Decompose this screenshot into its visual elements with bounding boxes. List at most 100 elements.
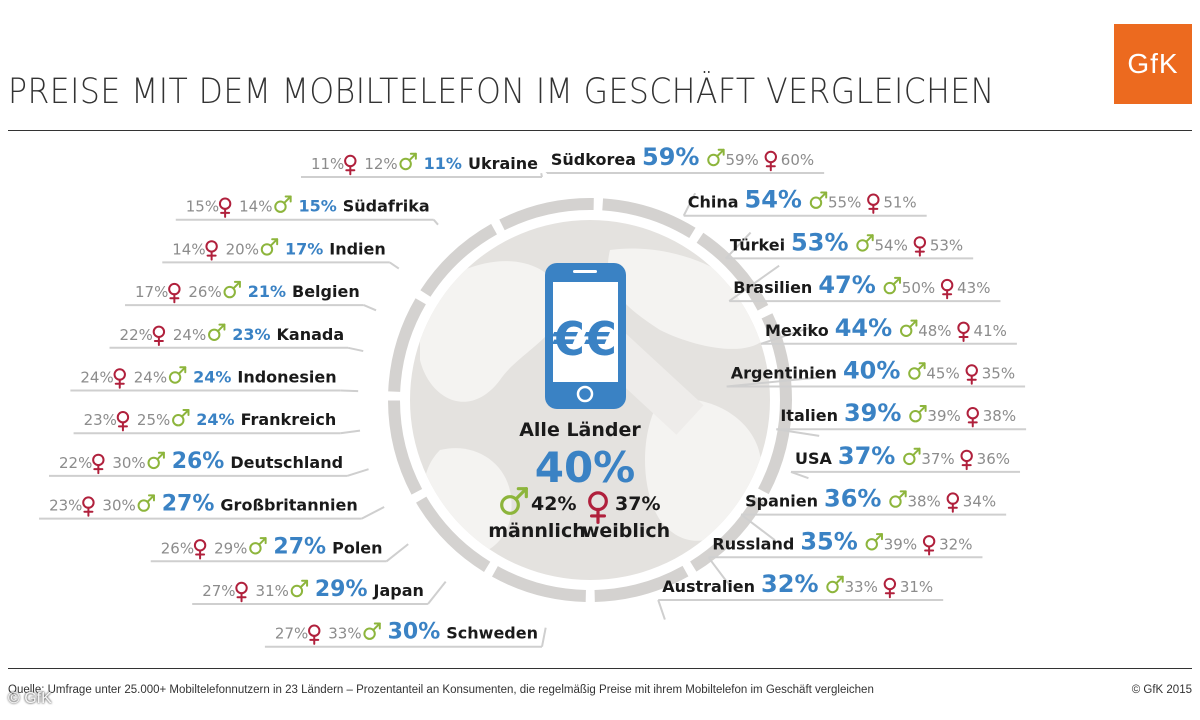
left-row-frankreich: Frankreich 24% 25% 23% xyxy=(84,409,337,432)
row-leader xyxy=(776,428,820,437)
euro-symbols: €€ xyxy=(552,312,617,366)
row-leader xyxy=(790,470,809,480)
male-symbol-icon xyxy=(363,622,381,640)
total-value: 54% xyxy=(745,186,802,214)
female-symbol-icon xyxy=(205,240,218,261)
male-symbol-icon xyxy=(826,575,844,594)
male-value: 20% xyxy=(226,240,259,258)
row-leader xyxy=(340,389,359,393)
country-name: Frankreich xyxy=(241,410,337,429)
row-leader xyxy=(389,261,400,270)
phone-speaker xyxy=(573,270,597,273)
total-value: 37% xyxy=(838,442,895,470)
row-leader xyxy=(432,219,439,226)
male-symbol-icon xyxy=(274,195,292,213)
country-name: Italien xyxy=(780,406,838,425)
country-name: Kanada xyxy=(277,325,345,344)
country-name: Brasilien xyxy=(733,278,812,297)
row-leader xyxy=(361,506,385,520)
country-name: Schweden xyxy=(446,624,538,643)
total-value: 24% xyxy=(196,410,234,429)
row-leader xyxy=(347,346,364,353)
continent-shape xyxy=(645,398,762,541)
male-symbol-icon xyxy=(865,533,883,551)
female-value: 38% xyxy=(983,407,1016,425)
left-row-indonesien: Indonesien 24% 24% 24% xyxy=(80,366,337,389)
total-value: 17% xyxy=(285,239,323,258)
total-value: 47% xyxy=(818,271,875,299)
left-row-schweden: Schweden 30% 33% 27% xyxy=(275,620,538,645)
male-symbol-icon xyxy=(883,276,901,295)
male-value: 24% xyxy=(134,369,167,387)
female-value: 53% xyxy=(930,236,963,254)
female-value: 35% xyxy=(982,365,1015,383)
row-leader xyxy=(541,627,547,647)
country-name: Australien xyxy=(662,577,755,596)
male-symbol-icon xyxy=(903,447,921,466)
male-value: 14% xyxy=(239,198,272,216)
female-symbol-icon xyxy=(308,624,321,645)
male-value: 59% xyxy=(725,151,758,169)
female-symbol-icon xyxy=(344,154,357,176)
male-symbol-icon xyxy=(249,537,267,555)
right-row-türkei: Türkei 53% 54% 53% xyxy=(730,228,963,257)
row-leader xyxy=(760,326,811,345)
total-value: 29% xyxy=(315,577,368,602)
total-value: 36% xyxy=(824,485,881,513)
female-value: 11% xyxy=(311,155,344,173)
row-leader xyxy=(340,429,361,435)
female-label: weiblich xyxy=(582,520,670,542)
female-symbol-icon xyxy=(957,321,970,342)
source-note: Quelle: Umfrage unter 25.000+ Mobiltelef… xyxy=(8,684,874,696)
male-symbol-icon xyxy=(908,362,926,380)
top-divider xyxy=(8,130,1192,131)
bottom-divider xyxy=(8,668,1192,669)
country-name: China xyxy=(688,193,739,212)
country-name: Indonesien xyxy=(237,368,336,387)
phone-screen xyxy=(553,282,618,382)
female-value: 41% xyxy=(974,322,1007,340)
total-value: 24% xyxy=(193,368,231,387)
male-value: 38% xyxy=(907,493,940,511)
left-row-großbritannien: Großbritannien 27% 30% 23% xyxy=(49,492,358,517)
total-value: 59% xyxy=(642,143,699,171)
right-row-mexiko: Mexiko 44% 48% 41% xyxy=(765,314,1007,342)
row-leader xyxy=(346,468,369,477)
row-leader xyxy=(657,599,666,620)
page-title: PREISE MIT DEM MOBILTELEFON IM GESCHÄFT … xyxy=(8,72,995,112)
female-symbol-icon xyxy=(92,453,105,475)
female-symbol-icon xyxy=(113,368,126,389)
male-value: 54% xyxy=(875,236,908,254)
female-value: 17% xyxy=(135,283,168,301)
left-row-indien: Indien 17% 20% 14% xyxy=(172,238,386,261)
country-name: Russland xyxy=(712,534,794,553)
row-leader xyxy=(385,543,409,563)
male-value: 30% xyxy=(102,497,135,515)
female-symbol-icon xyxy=(913,236,927,257)
total-value: 39% xyxy=(844,399,901,427)
overall-label: Alle Länder xyxy=(519,419,641,441)
male-symbol-icon xyxy=(172,409,190,427)
row-leader xyxy=(725,231,752,260)
left-row-südafrika: Südafrika 15% 14% 15% xyxy=(186,195,430,218)
country-name: Türkei xyxy=(730,235,785,254)
row-leader xyxy=(728,264,780,302)
left-row-belgien: Belgien 21% 26% 17% xyxy=(135,280,360,304)
left-row-ukraine: Ukraine 11% 12% 11% xyxy=(311,152,538,176)
female-value: 14% xyxy=(172,240,205,258)
row-leader xyxy=(707,556,731,586)
female-symbol-icon xyxy=(764,150,777,172)
country-name: Deutschland xyxy=(230,453,343,472)
female-symbol-icon xyxy=(883,577,897,599)
country-name: Mexiko xyxy=(765,321,829,340)
female-symbol-icon xyxy=(966,407,979,428)
gfk-logo: GfK xyxy=(1114,24,1192,104)
female-value: 60% xyxy=(781,151,814,169)
country-name: Indien xyxy=(329,239,386,258)
country-name: Spanien xyxy=(745,492,818,511)
watermark: © GfK xyxy=(8,690,52,707)
female-value: 27% xyxy=(202,582,235,600)
phone-home-button xyxy=(576,385,594,403)
right-row-argentinien: Argentinien 40% 45% 35% xyxy=(731,357,1015,385)
